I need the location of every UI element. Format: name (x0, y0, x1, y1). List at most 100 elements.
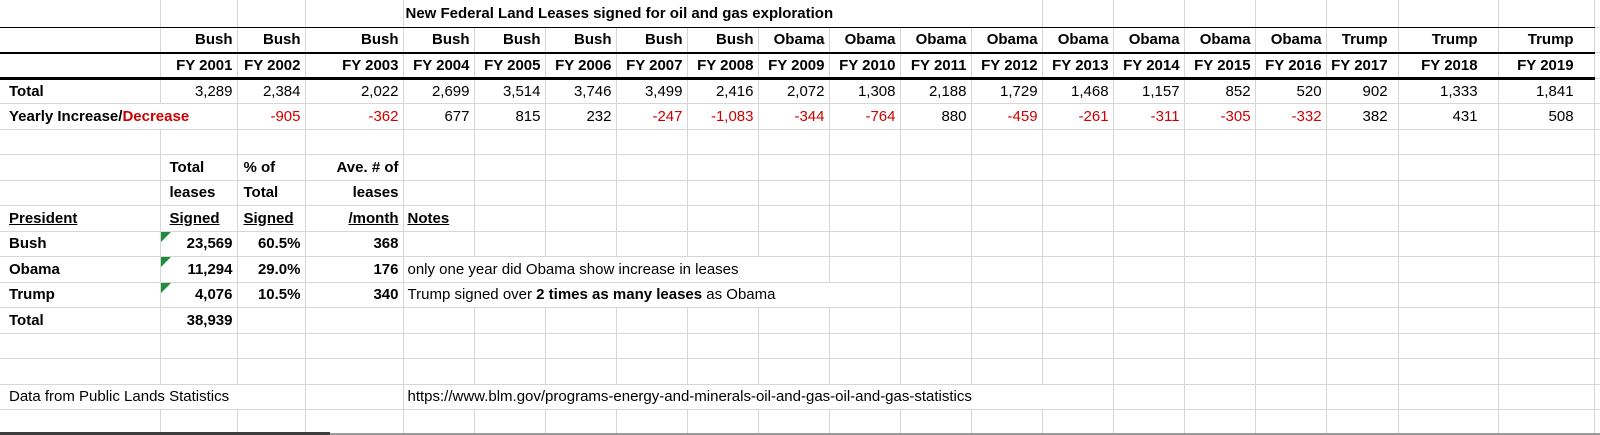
grid-cell[interactable] (545, 358, 617, 385)
yearly-change-value-cell[interactable]: -332 (1255, 103, 1327, 130)
yearly-change-value-cell[interactable]: -311 (1113, 103, 1185, 130)
total-value-cell[interactable]: 1,729 (971, 78, 1043, 104)
grid-cell[interactable] (829, 205, 901, 232)
yearly-change-value-cell[interactable]: 382 (1326, 103, 1399, 130)
grid-cell[interactable] (1255, 282, 1327, 308)
grid-cell[interactable] (1042, 358, 1114, 385)
grid-cell[interactable] (1398, 282, 1499, 308)
summary-header-avg[interactable]: Ave. # of (305, 154, 404, 181)
grid-cell[interactable] (1594, 358, 1600, 385)
grid-cell[interactable] (160, 358, 238, 385)
grid-cell[interactable] (237, 409, 306, 435)
total-value-cell[interactable]: 1,841 (1498, 78, 1595, 104)
summary-header-total-leases[interactable]: Total (160, 154, 238, 181)
grid-cell[interactable] (1594, 27, 1600, 53)
grid-cell[interactable] (900, 154, 972, 181)
grid-cell[interactable] (1594, 231, 1600, 257)
grid-cell[interactable] (1498, 384, 1595, 410)
president-header-cell[interactable]: Bush (616, 27, 688, 54)
total-row-label[interactable]: Total (0, 78, 161, 104)
grid-cell[interactable] (0, 358, 161, 385)
source-note[interactable]: Data from Public Lands Statistics (0, 384, 306, 410)
grid-cell[interactable] (160, 333, 238, 359)
grid-cell[interactable] (829, 154, 901, 181)
grid-cell[interactable] (305, 384, 404, 410)
sheet-title[interactable]: New Federal Land Leases signed for oil a… (403, 0, 1043, 28)
grid-cell[interactable] (1326, 358, 1399, 385)
grid-cell[interactable] (1184, 180, 1256, 206)
grid-cell[interactable] (0, 27, 161, 54)
president-header-cell[interactable]: Bush (237, 27, 306, 54)
grid-cell[interactable] (900, 205, 972, 232)
fy-header-cell[interactable]: FY 2008 (687, 52, 759, 80)
grid-cell[interactable] (1594, 307, 1600, 334)
grid-cell[interactable] (1326, 307, 1399, 334)
grid-cell[interactable] (237, 129, 306, 155)
yearly-change-value-cell[interactable]: -1,083 (687, 103, 759, 130)
total-value-cell[interactable]: 1,308 (829, 78, 901, 104)
grid-cell[interactable] (1184, 205, 1256, 232)
grid-cell[interactable] (687, 180, 759, 206)
fy-header-cell[interactable]: FY 2002 (237, 52, 306, 80)
grid-cell[interactable] (305, 307, 404, 334)
grid-cell[interactable] (1326, 129, 1399, 155)
grid-cell[interactable] (1398, 358, 1499, 385)
grid-cell[interactable] (1398, 129, 1499, 155)
grid-cell[interactable] (971, 205, 1043, 232)
grid-cell[interactable] (545, 409, 617, 435)
grid-cell[interactable] (758, 231, 830, 257)
grid-cell[interactable] (403, 180, 475, 206)
grid-cell[interactable] (971, 180, 1043, 206)
grid-cell[interactable] (1113, 180, 1185, 206)
yearly-change-value-cell[interactable]: -344 (758, 103, 830, 130)
yearly-change-value-cell[interactable]: -905 (237, 103, 306, 130)
total-value-cell[interactable]: 3,289 (160, 78, 238, 104)
grid-cell[interactable] (1184, 409, 1256, 435)
grid-cell[interactable] (1113, 231, 1185, 257)
grid-cell[interactable] (971, 129, 1043, 155)
grid-cell[interactable] (1113, 205, 1185, 232)
summary-header-notes[interactable]: Notes (403, 205, 475, 232)
grid-cell[interactable] (900, 307, 972, 334)
total-value-cell[interactable]: 2,416 (687, 78, 759, 104)
president-header-cell[interactable]: Obama (1113, 27, 1185, 54)
yearly-change-value-cell[interactable]: 508 (1498, 103, 1595, 130)
grid-cell[interactable] (971, 231, 1043, 257)
grid-cell[interactable] (1398, 180, 1499, 206)
grid-cell[interactable] (1594, 333, 1600, 359)
grid-cell[interactable] (616, 307, 688, 334)
grid-cell[interactable] (0, 180, 161, 206)
grid-cell[interactable] (1042, 205, 1114, 232)
president-header-cell[interactable]: Trump (1498, 27, 1595, 54)
grid-cell[interactable] (1042, 333, 1114, 359)
grid-cell[interactable] (900, 333, 972, 359)
grid-cell[interactable] (1113, 307, 1185, 334)
grid-cell[interactable] (758, 333, 830, 359)
grid-cell[interactable] (1184, 0, 1256, 28)
yearly-change-value-cell[interactable]: 431 (1398, 103, 1499, 130)
grid-cell[interactable] (971, 154, 1043, 181)
total-value-cell[interactable]: 2,022 (305, 78, 404, 104)
total-value-cell[interactable]: 1,333 (1398, 78, 1499, 104)
president-header-cell[interactable]: Bush (305, 27, 404, 54)
grid-cell[interactable] (1113, 282, 1185, 308)
grid-cell[interactable] (305, 129, 404, 155)
grid-cell[interactable] (1594, 129, 1600, 155)
president-header-cell[interactable]: Obama (971, 27, 1043, 54)
grid-cell[interactable] (1113, 358, 1185, 385)
fy-header-cell[interactable]: FY 2015 (1184, 52, 1256, 80)
president-header-cell[interactable]: Obama (1255, 27, 1327, 54)
summary-president-label[interactable]: Trump (0, 282, 161, 308)
grid-cell[interactable] (616, 409, 688, 435)
grid-cell[interactable] (1255, 384, 1327, 410)
grid-cell[interactable] (305, 358, 404, 385)
fy-header-cell[interactable]: FY 2019 (1498, 52, 1595, 80)
grid-cell[interactable] (1594, 180, 1600, 206)
grid-cell[interactable] (687, 307, 759, 334)
summary-avg-cell[interactable]: 176 (305, 256, 404, 283)
grid-cell[interactable] (971, 256, 1043, 283)
total-value-cell[interactable]: 2,384 (237, 78, 306, 104)
grid-cell[interactable] (1594, 282, 1600, 308)
summary-header-total-leases[interactable]: leases (160, 180, 238, 206)
summary-total-label[interactable]: Total (0, 307, 161, 334)
